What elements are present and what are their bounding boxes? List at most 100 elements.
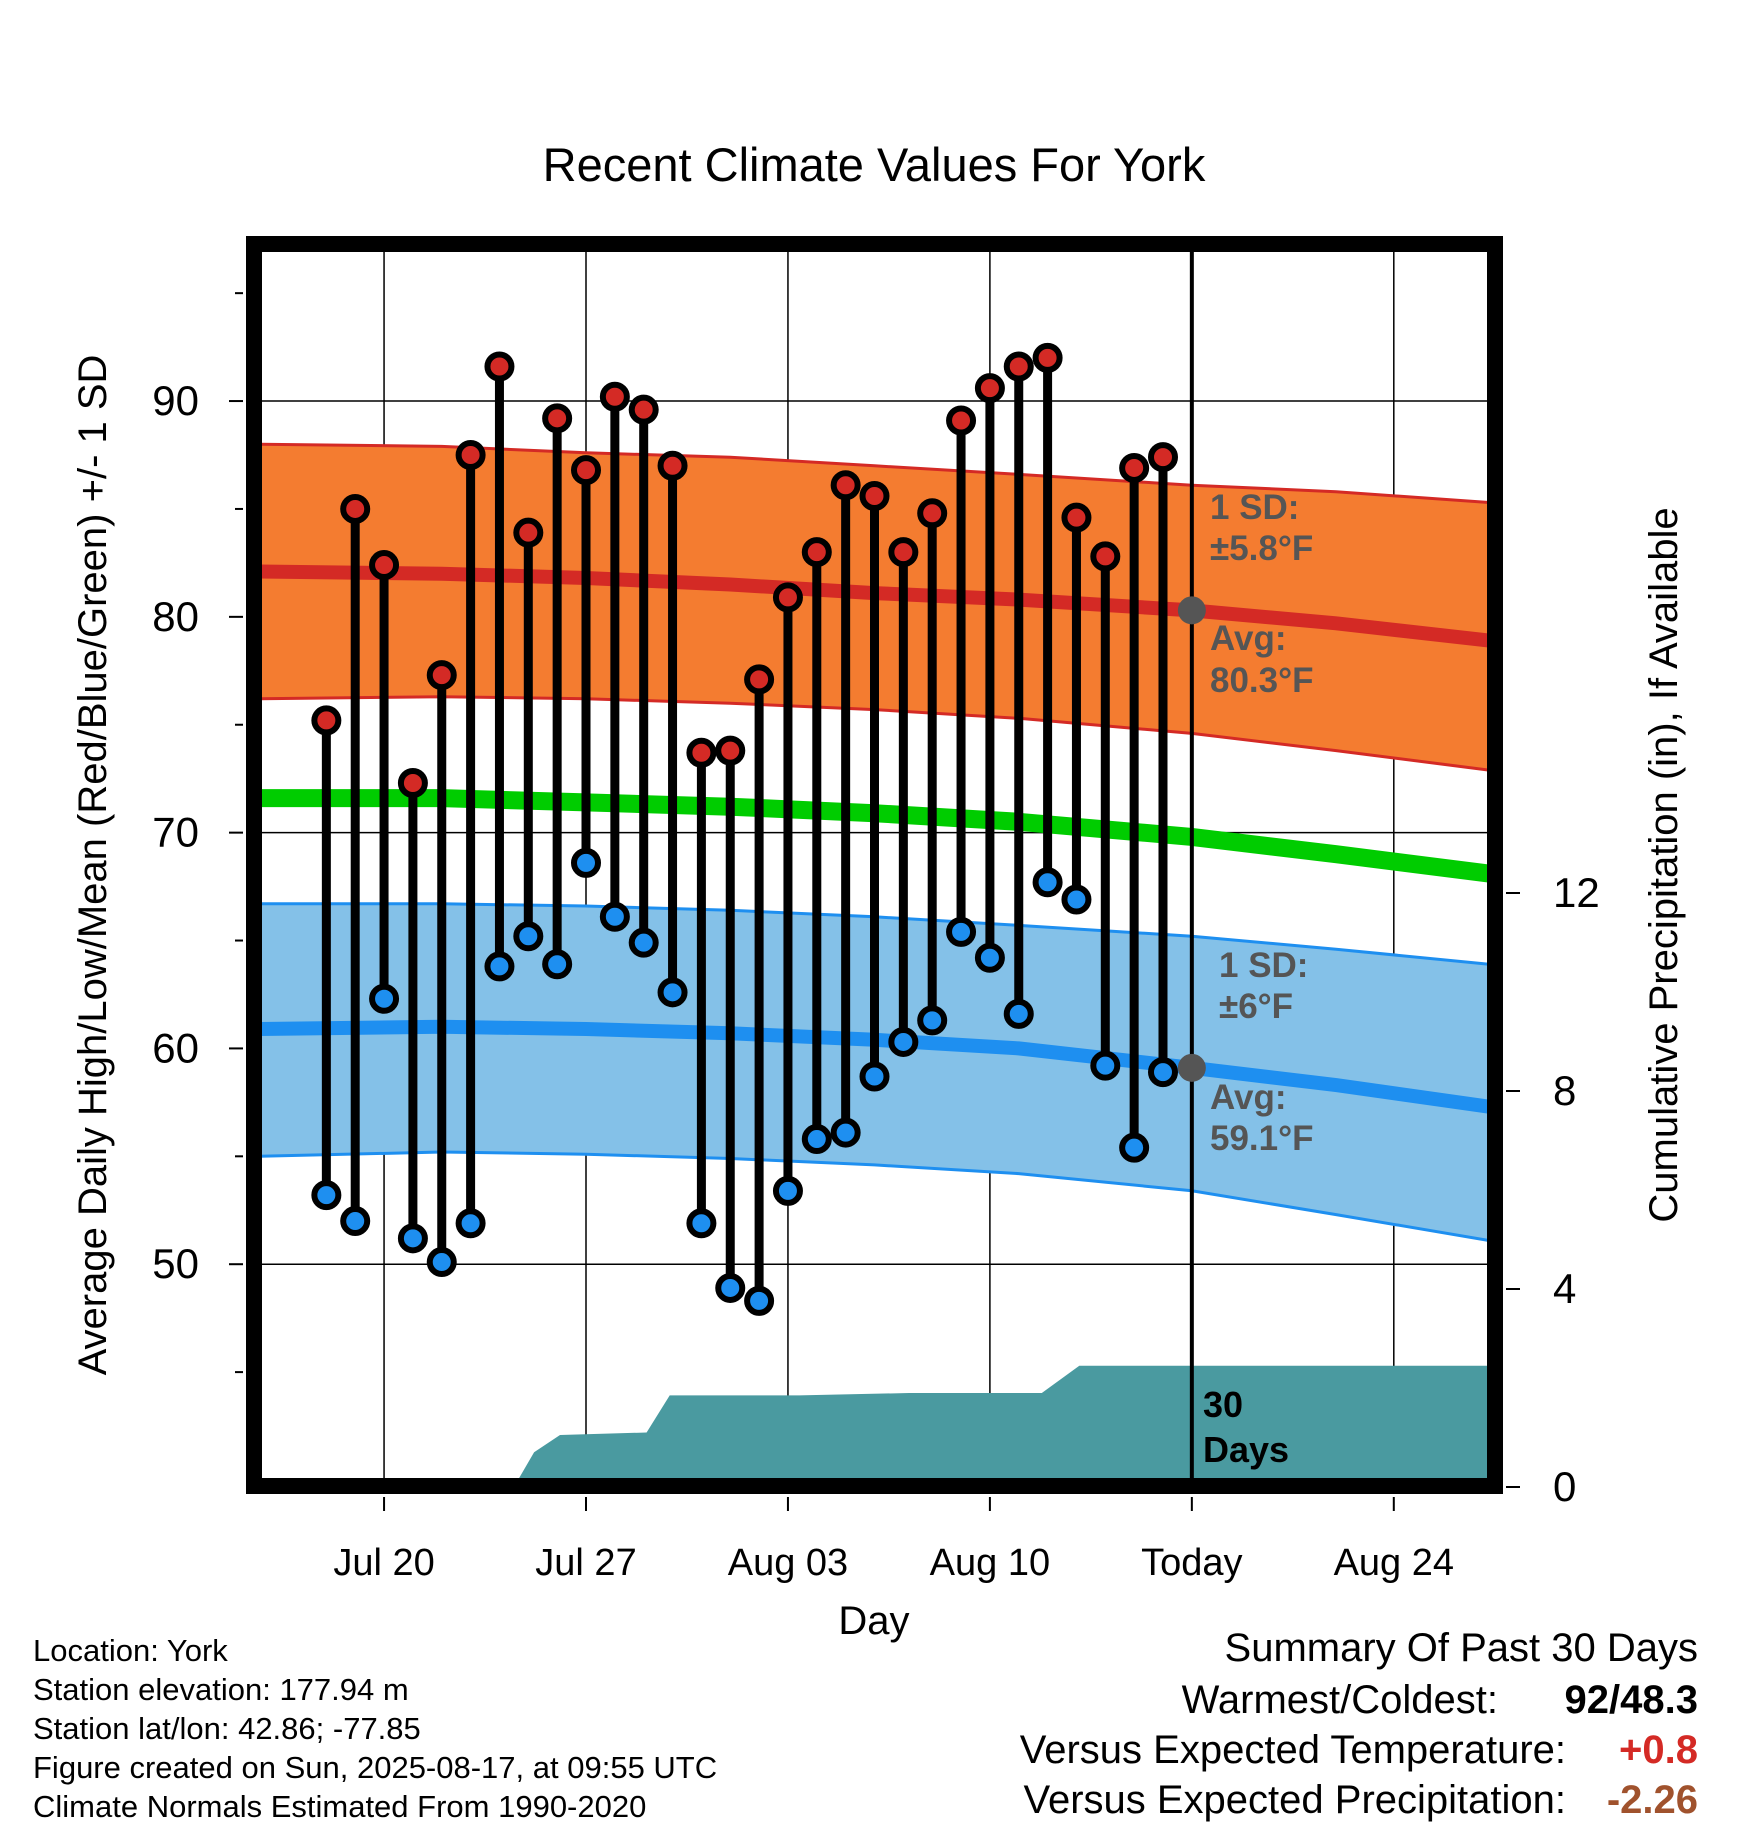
precip-area (260, 1365, 1489, 1480)
y-tick-label: 60 (152, 1024, 199, 1071)
high-point (1003, 351, 1034, 382)
low-point (513, 921, 544, 952)
high-sd-upper-line (260, 442, 1489, 504)
low-point (628, 927, 659, 958)
low-point (311, 1180, 342, 1211)
high-point (1061, 502, 1092, 533)
high-point (455, 440, 486, 470)
today-high-avg-marker (1177, 596, 1206, 625)
y-tick-label: 50 (152, 1240, 199, 1287)
y2-tick-label: 0 (1553, 1463, 1576, 1510)
high-point (917, 498, 948, 529)
summary-warmest-value: 92/48.3 (1564, 1678, 1698, 1722)
summary-warmest-row: Warmest/Coldest: 92/48.3 (0, 1678, 1748, 1726)
footer-created: Figure created on Sun, 2025-08-17, at 09… (33, 1750, 718, 1785)
high-point (311, 705, 342, 736)
y2-tick-label: 8 (1553, 1067, 1576, 1114)
low-point (772, 1175, 803, 1206)
summary-temp-label: Versus Expected Temperature: (1019, 1728, 1566, 1772)
high-point (628, 394, 659, 425)
summary-warmest-label: Warmest/Coldest: (1181, 1678, 1498, 1722)
high-point (571, 455, 602, 486)
high-point (974, 373, 1005, 404)
high-point (426, 660, 457, 691)
low-sd-annotation: 1 SD: (1219, 946, 1308, 985)
low-point (686, 1208, 717, 1239)
summary-precip-row: Versus Expected Precipitation: -2.26 (0, 1778, 1748, 1826)
low-point (830, 1117, 861, 1148)
low-point (599, 901, 630, 932)
high-point (1032, 342, 1063, 373)
low-point (1090, 1050, 1121, 1081)
high-point (888, 537, 919, 568)
high-point (369, 550, 400, 581)
y-tick-label: 70 (152, 809, 199, 856)
low-point (917, 1005, 948, 1036)
low-point (369, 983, 400, 1014)
chart-title: Recent Climate Values For York (543, 138, 1206, 191)
x-tick-label: Today (1141, 1542, 1242, 1584)
low-point (571, 847, 602, 878)
low-point (1032, 867, 1063, 898)
low-point (397, 1223, 428, 1254)
today-low-avg-marker (1177, 1053, 1206, 1082)
low-avg-annotation: 59.1°F (1210, 1119, 1314, 1158)
high-point (686, 737, 717, 768)
low-point (974, 942, 1005, 973)
high-point (1147, 442, 1178, 473)
high-point (484, 351, 515, 382)
low-point (888, 1026, 919, 1057)
low-point (715, 1272, 746, 1303)
high-point (397, 768, 428, 798)
plot-frame (246, 236, 1503, 1494)
high-point (801, 537, 832, 568)
y2-tick-label: 4 (1553, 1265, 1576, 1312)
low-point (1061, 884, 1092, 915)
high-point (542, 403, 573, 434)
high-point (715, 735, 746, 766)
x-axis-label: Day (838, 1599, 909, 1643)
footer-location: Location: York (33, 1633, 228, 1668)
low-sd-annotation: ±6°F (1219, 987, 1293, 1026)
high-sd-annotation: ±5.8°F (1210, 529, 1313, 568)
days-annotation: 30 (1203, 1384, 1243, 1425)
low-sd-lower-line (260, 1150, 1489, 1242)
footer-elevation: Station elevation: 177.94 m (33, 1672, 409, 1707)
low-point (542, 949, 573, 980)
days-annotation: Days (1203, 1429, 1289, 1470)
low-point (1147, 1057, 1178, 1088)
low-point (484, 951, 515, 982)
y-axis-label: Average Daily High/Low/Mean (Red/Blue/Gr… (71, 355, 115, 1376)
high-point (830, 470, 861, 501)
summary-title: Summary Of Past 30 Days (1224, 1626, 1698, 1670)
summary-temp-row: Versus Expected Temperature: +0.8 (0, 1728, 1748, 1776)
low-point (801, 1124, 832, 1155)
low-point (455, 1208, 486, 1239)
high-point (340, 493, 371, 524)
low-point (744, 1285, 775, 1316)
high-point (1119, 452, 1150, 483)
summary-temp-value: +0.8 (1619, 1728, 1698, 1772)
high-point (859, 481, 890, 511)
low-point (657, 977, 688, 1008)
footer-latlon: Station lat/lon: 42.86; -77.85 (33, 1711, 421, 1746)
low-point (946, 916, 977, 947)
low-point (426, 1247, 457, 1278)
y2-tick-label: 12 (1553, 869, 1600, 916)
low-avg-annotation: Avg: (1210, 1078, 1286, 1117)
x-tick-label: Aug 03 (728, 1542, 848, 1584)
high-point (744, 664, 775, 695)
high-point (1090, 541, 1121, 572)
y-tick-label: 80 (152, 593, 199, 640)
low-point (859, 1061, 890, 1092)
summary-precip-label: Versus Expected Precipitation: (1023, 1778, 1566, 1822)
high-point (513, 517, 544, 548)
high-point (599, 381, 630, 412)
low-point (340, 1206, 371, 1237)
footer-normals: Climate Normals Estimated From 1990-2020 (33, 1789, 647, 1824)
summary-precip-value: -2.26 (1606, 1778, 1698, 1822)
x-tick-label: Jul 20 (333, 1542, 434, 1584)
high-point (946, 405, 977, 436)
